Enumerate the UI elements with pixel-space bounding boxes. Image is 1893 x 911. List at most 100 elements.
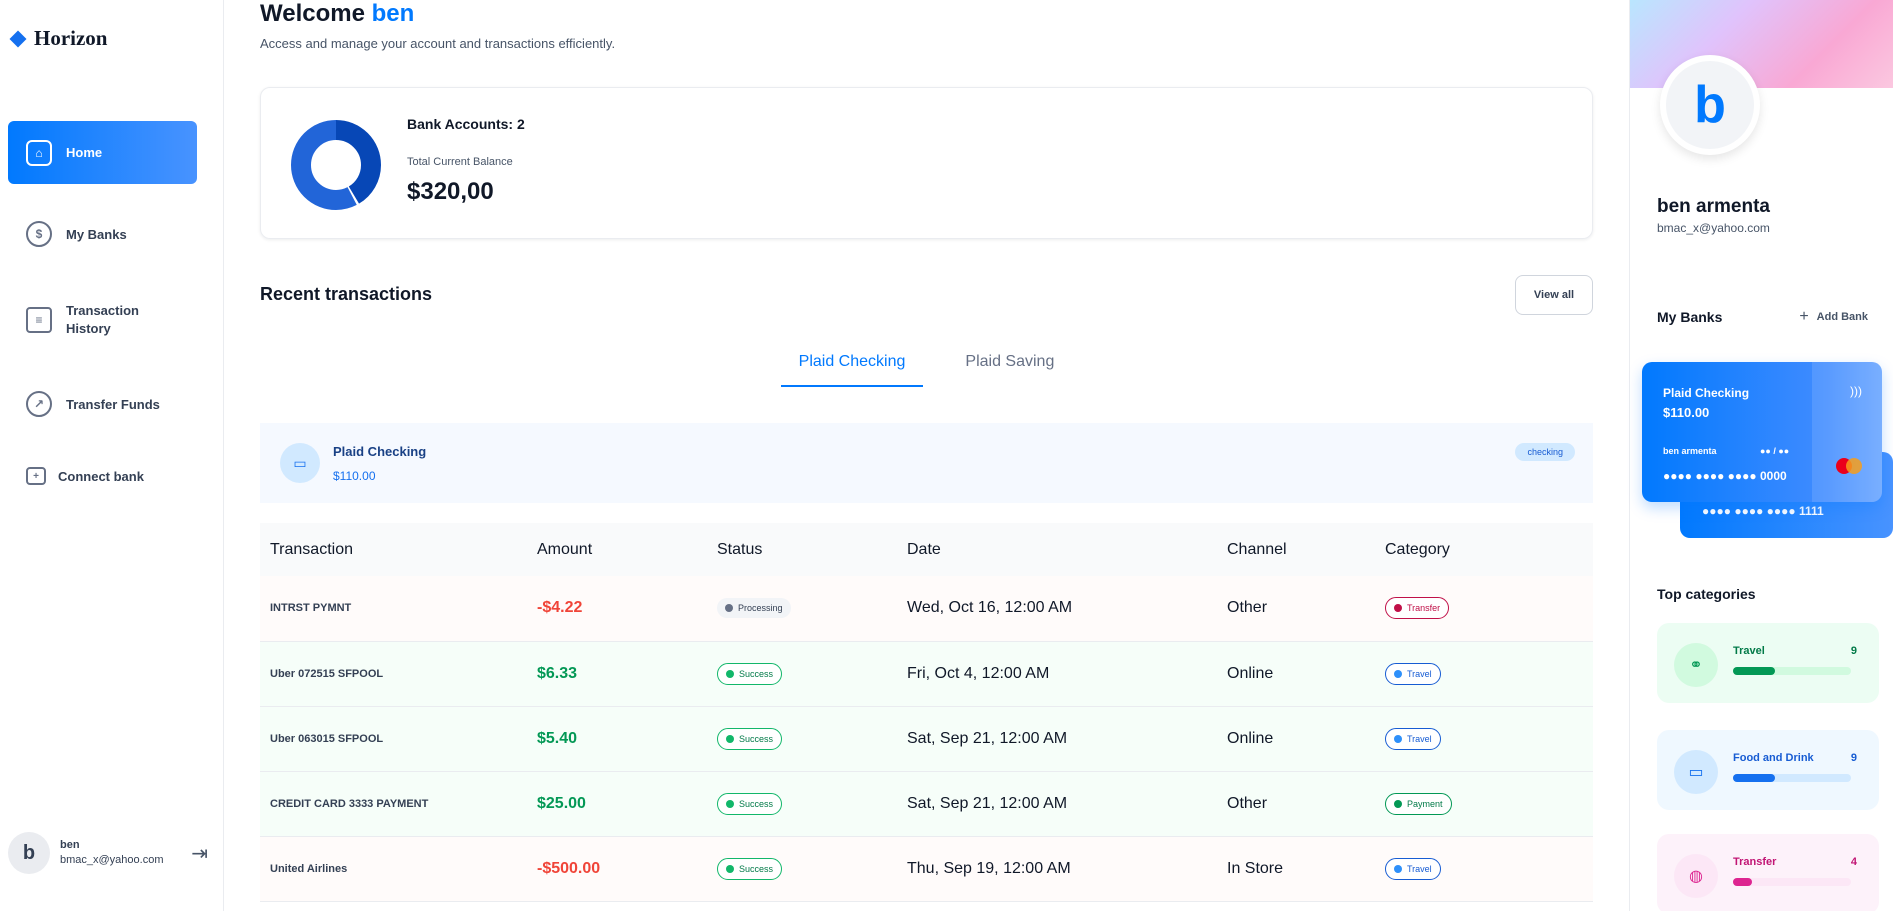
bank-accounts-count: Bank Accounts: 2	[407, 116, 525, 132]
category-card-transfer[interactable]: ◍ Transfer 4	[1657, 834, 1879, 911]
status-badge: Processing	[717, 598, 791, 619]
col-channel: Channel	[1217, 523, 1375, 576]
transaction-channel: In Store	[1217, 836, 1375, 902]
sidebar-item-my-banks[interactable]: $ My Banks	[8, 214, 197, 254]
status-dot	[725, 604, 733, 613]
sidebar-item-home[interactable]: ⌂ Home	[8, 121, 197, 184]
category-badge: Travel	[1385, 857, 1441, 880]
col-status: Status	[707, 523, 897, 576]
welcome-text: Welcome	[260, 0, 365, 27]
category-count: 9	[1850, 645, 1857, 657]
shopping-bag-icon: ◍	[1674, 854, 1718, 898]
category-badge: Travel	[1385, 662, 1441, 685]
category-name: Transfer	[1733, 856, 1777, 868]
col-amount: Amount	[527, 523, 707, 576]
main-content: Welcome ben Access and manage your accou…	[260, 0, 1593, 902]
status-cell: Success	[707, 771, 897, 837]
category-card-travel[interactable]: ⚭ Travel 9	[1657, 623, 1879, 703]
status-label: Success	[739, 668, 774, 679]
welcome-username: ben	[371, 0, 415, 27]
receipt-icon: ≡	[26, 307, 52, 333]
balance-text: Bank Accounts: 2 Total Current Balance $…	[407, 116, 525, 206]
mastercard-icon	[1836, 458, 1864, 474]
view-all-button[interactable]: View all	[1515, 275, 1593, 315]
tab-plaid-checking[interactable]: Plaid Checking	[780, 345, 924, 387]
home-icon: ⌂	[26, 139, 52, 166]
status-label: Success	[739, 733, 774, 744]
transaction-channel: Online	[1217, 706, 1375, 772]
col-date: Date	[897, 523, 1217, 576]
status-label: Success	[739, 863, 774, 874]
transaction-date: Fri, Oct 4, 12:00 AM	[897, 641, 1217, 707]
sidebar-item-label: Home	[66, 145, 103, 160]
category-count: 9	[1850, 752, 1857, 764]
connect-bank-icon: +	[26, 467, 46, 485]
category-cell: Travel	[1375, 706, 1593, 772]
category-progress-fill	[1733, 878, 1752, 886]
card-expiry: ●● / ●●	[1760, 446, 1790, 456]
transaction-name: INTRST PYMNT	[260, 576, 527, 642]
status-dot	[726, 799, 734, 808]
category-name: Travel	[1733, 645, 1765, 657]
user-email: bmac_x@yahoo.com	[60, 854, 164, 866]
bank-tabs: Plaid Checking Plaid Saving	[260, 345, 1593, 387]
contactless-icon: )))	[1850, 384, 1862, 398]
status-label: Processing	[738, 603, 783, 614]
selected-bank-info: ▭ Plaid Checking $110.00 checking	[260, 423, 1593, 503]
status-dot	[726, 864, 734, 873]
sidebar-item-label: Transfer Funds	[66, 396, 160, 412]
category-badge: Travel	[1385, 727, 1441, 750]
total-balance-amount: $320,00	[407, 178, 494, 205]
table-row[interactable]: United Airlines -$500.00 Success Thu, Se…	[260, 836, 1593, 902]
status-dot	[726, 734, 734, 743]
transactions-table: Transaction Amount Status Date Channel C…	[260, 523, 1593, 902]
sidebar: Horizon ⌂ Home $ My Banks ≡ Transaction …	[0, 0, 224, 911]
profile-email: bmac_x@yahoo.com	[1657, 221, 1770, 235]
transaction-date: Sat, Sep 21, 12:00 AM	[897, 706, 1217, 772]
table-row[interactable]: Uber 072515 SFPOOL $6.33 Success Fri, Oc…	[260, 641, 1593, 707]
table-row[interactable]: INTRST PYMNT -$4.22 Processing Wed, Oct …	[260, 576, 1593, 642]
add-bank-label: Add Bank	[1816, 311, 1868, 323]
page-title: Welcome ben	[260, 0, 1593, 28]
sidebar-item-transaction-history[interactable]: ≡ Transaction History	[8, 300, 197, 340]
bank-card-primary[interactable]: Plaid Checking $110.00 ben armenta ●● / …	[1642, 362, 1882, 502]
card-bank-name: Plaid Checking	[1663, 386, 1750, 400]
sidebar-item-label: Transaction History	[66, 303, 139, 336]
category-label: Travel	[1407, 733, 1432, 744]
category-progress-bar	[1733, 774, 1851, 782]
tab-plaid-saving[interactable]: Plaid Saving	[965, 353, 1055, 370]
transaction-amount: $5.40	[527, 706, 707, 772]
transaction-amount: $6.33	[527, 641, 707, 707]
category-cell: Transfer	[1375, 576, 1593, 642]
category-label: Travel	[1407, 668, 1432, 679]
transaction-name: United Airlines	[260, 836, 527, 902]
profile-avatar[interactable]: b	[1660, 55, 1760, 155]
sidebar-item-transfer-funds[interactable]: ↗ Transfer Funds	[8, 384, 197, 424]
col-transaction: Transaction	[260, 523, 527, 576]
profile-name: ben armenta	[1657, 196, 1770, 217]
category-dot	[1394, 734, 1402, 743]
table-row[interactable]: Uber 063015 SFPOOL $5.40 Success Sat, Se…	[260, 706, 1593, 772]
total-balance-label: Total Current Balance	[407, 156, 513, 168]
table-row[interactable]: CREDIT CARD 3333 PAYMENT $25.00 Success …	[260, 771, 1593, 837]
donut-segment-saving	[291, 120, 381, 210]
card-balance: $110.00	[1663, 405, 1710, 420]
add-bank-button[interactable]: + Add Bank	[1799, 308, 1868, 326]
sidebar-item-connect-bank[interactable]: + Connect bank	[8, 456, 197, 496]
card-pattern	[1812, 362, 1882, 502]
category-card-food-and-drink[interactable]: ▭ Food and Drink 9	[1657, 730, 1879, 810]
dollar-icon: $	[26, 221, 52, 247]
app-name: Horizon	[34, 26, 108, 50]
transaction-amount: -$4.22	[527, 576, 707, 642]
category-label: Transfer	[1407, 603, 1441, 614]
category-label: Travel	[1407, 863, 1432, 874]
account-type-badge: checking	[1515, 443, 1575, 461]
sidebar-user: b ben bmac_x@yahoo.com ⇥	[8, 832, 208, 874]
logo[interactable]: Horizon	[9, 26, 108, 51]
category-cell: Travel	[1375, 836, 1593, 902]
my-banks-title: My Banks	[1657, 309, 1723, 325]
category-progress-bar	[1733, 878, 1851, 886]
logout-icon[interactable]: ⇥	[191, 842, 208, 865]
page-subtitle: Access and manage your account and trans…	[260, 36, 616, 51]
avatar[interactable]: b	[8, 832, 50, 874]
